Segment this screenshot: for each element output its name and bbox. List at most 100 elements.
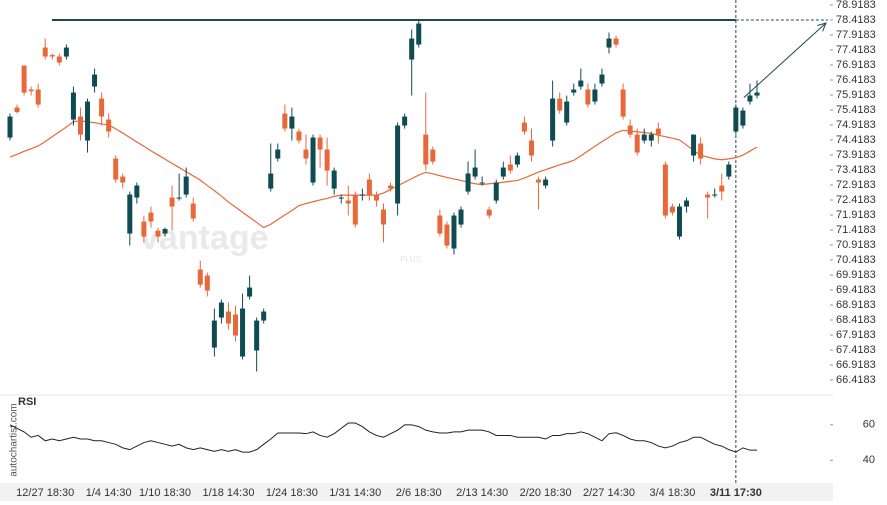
candle-body <box>113 158 119 180</box>
candle-body <box>451 215 457 249</box>
candle-body <box>63 47 69 57</box>
candle-body <box>338 197 344 199</box>
candle-body <box>550 98 556 141</box>
candle-body <box>409 38 415 60</box>
y-tick-label: 74.9183 <box>836 119 876 131</box>
candle-body <box>684 200 690 207</box>
x-tick-label: 2/27 14:30 <box>583 487 635 499</box>
candle-body <box>233 314 239 336</box>
candle-body <box>669 206 675 213</box>
candle-body <box>42 47 48 57</box>
y-tick-label: 78.4183 <box>836 14 876 26</box>
candle-body <box>21 65 27 93</box>
rsi-tick-label: 40 <box>863 454 875 466</box>
y-tick-label: 71.9183 <box>836 209 876 221</box>
candle-body <box>430 149 436 162</box>
candle-body <box>134 185 140 198</box>
x-tick-label: 1/10 18:30 <box>139 487 191 499</box>
x-tick-label: 1/18 14:30 <box>202 487 254 499</box>
x-tick-label: 1/31 14:30 <box>329 487 381 499</box>
candle-body <box>676 206 682 237</box>
candle-body <box>592 89 598 102</box>
candle-body <box>218 302 224 318</box>
candle-body <box>458 209 464 225</box>
candle-body <box>366 179 372 195</box>
candle-body <box>620 89 626 117</box>
candle-body <box>155 230 161 237</box>
candle-body <box>437 215 443 234</box>
y-tick-label: 75.9183 <box>836 89 876 101</box>
rsi-line <box>9 422 757 453</box>
y-tick-label: 69.4183 <box>836 284 876 296</box>
candle-body <box>162 229 168 234</box>
candle-body <box>423 134 429 165</box>
candle-body <box>493 182 499 201</box>
candle-body <box>655 128 661 135</box>
y-tick-label: 75.4183 <box>836 104 876 116</box>
candle-body <box>627 125 633 135</box>
candle-body <box>85 101 91 141</box>
candle-body <box>268 173 274 189</box>
candle-body <box>521 122 527 132</box>
candle-body <box>296 131 302 141</box>
y-tick-label: 69.9183 <box>836 269 876 281</box>
candle-body <box>317 137 323 150</box>
candle-body <box>352 194 358 225</box>
candle-body <box>613 38 619 45</box>
candle-body <box>528 140 534 156</box>
candle-body <box>479 182 485 184</box>
x-tick-label: 1/4 14:30 <box>86 487 132 499</box>
candle-body <box>726 164 732 177</box>
candle-body <box>70 92 76 120</box>
candle-body <box>148 212 154 222</box>
y-tick-label: 70.4183 <box>836 254 876 266</box>
candle-body <box>303 149 309 159</box>
candle-body <box>641 134 647 141</box>
projection-arrow-head <box>817 22 827 32</box>
candle-body <box>606 38 612 48</box>
candle-body <box>345 200 351 204</box>
y-tick-label: 76.9183 <box>836 59 876 71</box>
candle-body <box>106 119 112 132</box>
x-tick-label: 1/24 18:30 <box>266 487 318 499</box>
rsi-title: RSI <box>18 396 36 408</box>
candle-body <box>169 197 175 207</box>
candle-body <box>7 116 13 138</box>
x-tick-label: 3/4 18:30 <box>649 487 695 499</box>
x-tick-label: 12/27 18:30 <box>16 487 74 499</box>
candle-body <box>211 320 217 348</box>
projection-arrow <box>743 22 827 98</box>
candle-body <box>197 269 203 285</box>
candle-body <box>578 80 584 87</box>
candle-body <box>77 116 83 135</box>
y-tick-label: 68.9183 <box>836 299 876 311</box>
candle-body <box>514 155 520 165</box>
candle-body <box>543 179 549 186</box>
candle-body <box>49 55 55 57</box>
candle-body <box>698 143 704 159</box>
candle-body <box>648 134 654 141</box>
y-tick-label: 66.9183 <box>836 359 876 371</box>
candle-body <box>381 209 386 225</box>
candle-body <box>500 167 506 177</box>
y-tick-label: 78.9183 <box>836 0 876 11</box>
y-tick-label: 67.9183 <box>836 329 876 341</box>
candle-body <box>282 113 288 129</box>
x-tick-label: 2/13 14:30 <box>456 487 508 499</box>
x-axis-strip <box>0 483 833 501</box>
candle-body <box>331 170 337 189</box>
candle-body <box>634 134 640 153</box>
y-tick-label: 70.9183 <box>836 239 876 251</box>
y-tick-label: 72.9183 <box>836 179 876 191</box>
y-tick-label: 76.4183 <box>836 74 876 86</box>
candle-body <box>536 179 542 183</box>
y-tick-label: 67.4183 <box>836 344 876 356</box>
x-tick-label: 2/20 18:30 <box>520 487 572 499</box>
candle-body <box>599 74 605 84</box>
watermark: vantage <box>140 219 269 257</box>
candle-body <box>190 203 196 219</box>
candle-body <box>275 149 281 159</box>
candle-body <box>395 125 401 204</box>
